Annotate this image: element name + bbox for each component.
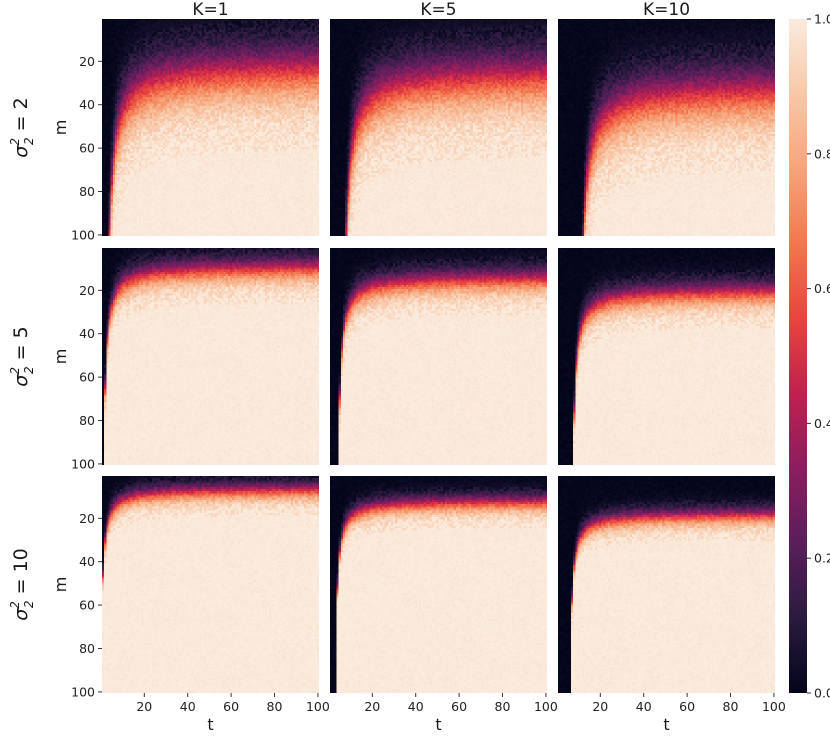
titles: K=1 K=5 K=10 σ22 = 2 σ22 = 5 σ22 = 10	[8, 0, 690, 621]
x-axis-label: t	[663, 715, 669, 734]
x-tick-label: 20	[364, 699, 380, 714]
y-tick-label: 80	[79, 413, 95, 428]
x-tick-label: 40	[408, 699, 424, 714]
x-tick-label: 80	[495, 699, 511, 714]
y-tick-label: 80	[79, 184, 95, 199]
colorbar-tick-label: 0.4	[814, 416, 830, 431]
y-tick-label: 80	[79, 641, 95, 656]
colorbar: 0.0 0.2 0.4 0.6 0.8 1.0	[789, 12, 830, 701]
y-tick-label: 100	[71, 684, 95, 699]
heatmap-panel-r0-c2	[558, 19, 775, 236]
row-label-text: σ22 = 2	[8, 97, 36, 157]
x-tick-label: 60	[679, 699, 695, 714]
x-tick-label: 60	[451, 699, 467, 714]
y-tick-label: 60	[79, 370, 95, 385]
row-label: σ22 = 10	[8, 548, 36, 621]
colorbar-tick-label: 0.0	[814, 686, 830, 701]
x-tick-label: 40	[636, 699, 652, 714]
row-label: σ22 = 2	[8, 97, 36, 157]
heatmap-panel-r2-c1	[330, 476, 547, 693]
heatmap-panel-r2-c0	[102, 476, 319, 693]
x-axis-label: t	[207, 715, 213, 734]
x-tick-label: 100	[762, 699, 786, 714]
colorbar-tick-label: 0.6	[814, 281, 830, 296]
y-tick-label: 60	[79, 141, 95, 156]
x-tick-label: 40	[180, 699, 196, 714]
colorbar-tick-label: 0.8	[814, 146, 830, 161]
heatmap-panel-r1-c1	[330, 248, 547, 465]
y-tick-label: 40	[79, 554, 95, 569]
column-title: K=10	[643, 0, 690, 20]
y-tick-label: 20	[79, 283, 95, 298]
x-tick-label: 20	[592, 699, 608, 714]
heatmap-panels	[102, 19, 775, 693]
x-tick-label: 80	[723, 699, 739, 714]
row-label: σ22 = 5	[8, 326, 36, 386]
x-tick-label: 100	[306, 699, 330, 714]
heatmap-panel-r0-c1	[330, 19, 547, 236]
y-axis-label: m	[51, 349, 70, 365]
x-tick-label: 20	[136, 699, 152, 714]
colorbar-tick-label: 0.2	[814, 551, 830, 566]
y-tick-label: 20	[79, 511, 95, 526]
y-axis-label: m	[51, 120, 70, 136]
colorbar-tick-label: 1.0	[814, 12, 830, 27]
column-title: K=5	[420, 0, 456, 20]
x-tick-label: 100	[534, 699, 558, 714]
y-tick-label: 40	[79, 326, 95, 341]
y-tick-label: 20	[79, 54, 95, 69]
axes: 20 40 60 80 100 m 20 40 60 80 100 m 20 40 60 80 100 m 20 40…	[51, 54, 786, 734]
y-tick-label: 40	[79, 97, 95, 112]
y-tick-label: 100	[71, 456, 95, 471]
x-tick-label: 80	[267, 699, 283, 714]
heatmap-panel-r1-c2	[558, 248, 775, 465]
heatmap-panel-r1-c0	[102, 248, 319, 465]
heatmap-panel-r2-c2	[558, 476, 775, 693]
column-title: K=1	[192, 0, 228, 20]
x-tick-label: 60	[223, 699, 239, 714]
heatmap-panel-r0-c0	[102, 19, 319, 236]
row-label-text: σ22 = 10	[8, 548, 36, 621]
y-tick-label: 100	[71, 227, 95, 242]
row-label-text: σ22 = 5	[8, 326, 36, 386]
y-axis-label: m	[51, 577, 70, 593]
x-axis-label: t	[435, 715, 441, 734]
y-tick-label: 60	[79, 598, 95, 613]
colorbar-gradient	[789, 19, 807, 693]
